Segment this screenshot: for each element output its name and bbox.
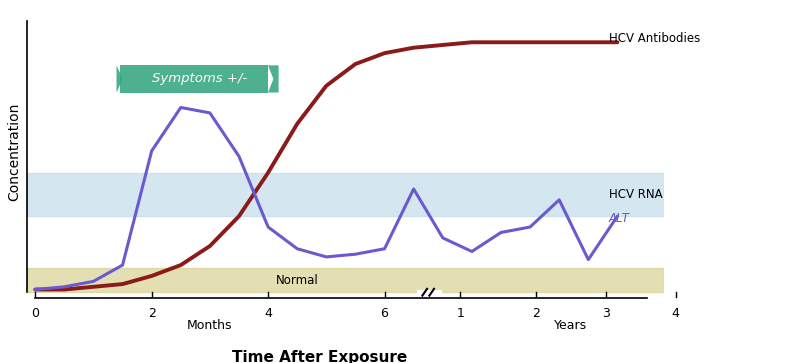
Text: Symptoms +/-: Symptoms +/- xyxy=(152,73,247,85)
Text: Normal: Normal xyxy=(276,274,318,287)
Text: 0: 0 xyxy=(31,307,39,320)
Text: 6: 6 xyxy=(381,307,389,320)
Text: Months: Months xyxy=(187,319,233,333)
Y-axis label: Concentration: Concentration xyxy=(7,103,21,201)
Text: HCV Antibodies: HCV Antibodies xyxy=(609,32,700,45)
Text: Years: Years xyxy=(554,319,587,333)
Polygon shape xyxy=(117,65,122,93)
Bar xyxy=(26,268,664,292)
Text: 1: 1 xyxy=(456,307,464,320)
FancyBboxPatch shape xyxy=(120,65,268,93)
Text: ALT: ALT xyxy=(609,212,630,225)
Text: 3: 3 xyxy=(602,307,610,320)
Polygon shape xyxy=(268,65,278,93)
Text: HCV RNA: HCV RNA xyxy=(609,188,662,201)
Text: 2: 2 xyxy=(148,307,156,320)
Text: 4: 4 xyxy=(672,307,679,320)
Text: 4: 4 xyxy=(264,307,272,320)
Bar xyxy=(26,173,664,216)
Text: 2: 2 xyxy=(532,307,540,320)
Text: Time After Exposure: Time After Exposure xyxy=(232,350,407,363)
